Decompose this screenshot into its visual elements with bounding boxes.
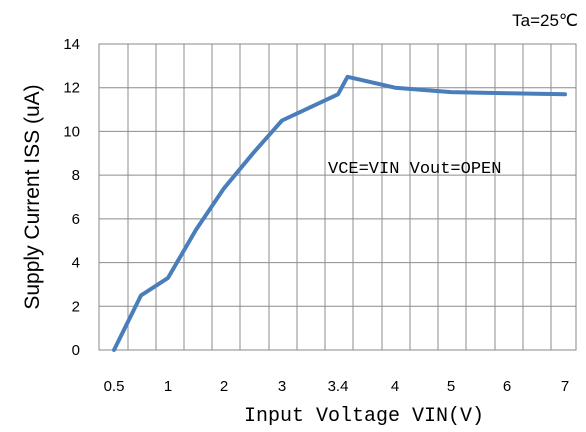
grid xyxy=(98,43,576,351)
y-axis-label: Supply Current ISS (uA) xyxy=(21,84,44,309)
series-line xyxy=(112,74,567,352)
y-tick-label: 4 xyxy=(72,255,80,272)
x-axis-label: Input Voltage VIN(V) xyxy=(244,405,484,428)
y-tick-label: 10 xyxy=(63,123,80,140)
plot-frame xyxy=(98,43,577,351)
y-tick-label: 6 xyxy=(72,211,80,228)
x-tick-label: 7 xyxy=(561,378,569,395)
x-tick-label: 5 xyxy=(447,378,455,395)
annotation-text: VCE=VIN Vout=OPEN xyxy=(328,160,501,179)
x-tick-label: 4 xyxy=(391,378,399,395)
y-tick-label: 0 xyxy=(72,342,80,359)
x-tick-label: 3.4 xyxy=(328,378,349,395)
y-axis-ticks: 0 2 4 6 8 10 12 14 xyxy=(63,36,80,359)
series xyxy=(112,74,567,352)
y-tick-label: 12 xyxy=(63,80,80,97)
x-tick-label: 0.5 xyxy=(104,378,125,395)
x-axis-ticks: 0.5 1 2 3 3.4 4 5 6 7 xyxy=(104,378,570,395)
x-tick-label: 6 xyxy=(503,378,511,395)
y-tick-label: 2 xyxy=(72,298,80,315)
x-tick-label: 1 xyxy=(164,378,172,395)
x-tick-label: 2 xyxy=(220,378,228,395)
y-tick-label: 8 xyxy=(72,167,80,184)
x-tick-label: 3 xyxy=(278,378,286,395)
condition-label: Ta=25℃ xyxy=(512,11,578,30)
y-tick-label: 14 xyxy=(63,36,80,53)
